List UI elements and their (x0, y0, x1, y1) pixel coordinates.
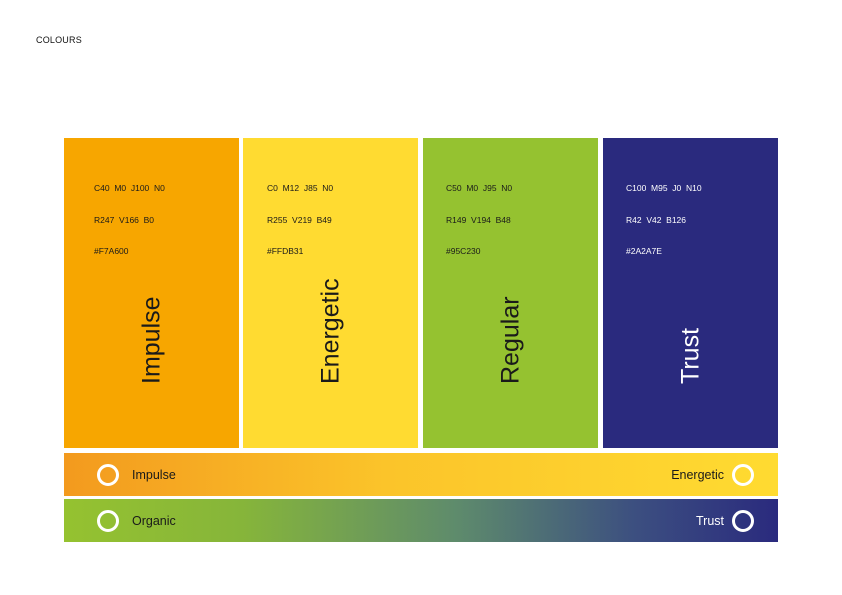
swatch-regular: C50 M0 J95 N0 R149 V194 B48 #95C230 Regu… (423, 138, 598, 448)
scale-left-label: Impulse (132, 467, 176, 482)
swatch-energetic: C0 M12 J85 N0 R255 V219 B49 #FFDB31 Ener… (243, 138, 418, 448)
color-codes: C40 M0 J100 N0 R247 V166 B0 #F7A600 (94, 162, 165, 278)
rgb-code: R247 V166 B0 (94, 214, 155, 225)
swatch-trust: C100 M95 J0 N10 R42 V42 B126 #2A2A7E Tru… (603, 138, 778, 448)
circle-icon (97, 509, 119, 532)
cmyk-code: C100 M95 J0 N10 (626, 183, 702, 193)
swatch-name: Impulse (137, 296, 165, 384)
swatch-name: Trust (676, 327, 704, 384)
cmyk-code: C0 M12 J85 N0 (267, 183, 334, 193)
swatch-impulse: C40 M0 J100 N0 R247 V166 B0 #F7A600 Impu… (64, 138, 239, 448)
scale-right-label: Trust (695, 513, 724, 528)
rgb-code: R255 V219 B49 (267, 214, 332, 225)
hex-code: #95C230 (446, 246, 481, 256)
swatch-name: Regular (496, 296, 524, 384)
gradient-bar-impulse-energetic: Impulse Energetic (64, 453, 778, 496)
cmyk-code: C40 M0 J100 N0 (94, 183, 165, 193)
circle-icon (732, 463, 754, 486)
cmyk-code: C50 M0 J95 N0 (446, 183, 513, 193)
color-codes: C0 M12 J85 N0 R255 V219 B49 #FFDB31 (267, 162, 333, 278)
color-codes: C50 M0 J95 N0 R149 V194 B48 #95C230 (446, 162, 512, 278)
circle-icon (732, 509, 754, 532)
scale-left-label: Organic (132, 513, 176, 528)
rgb-code: R149 V194 B48 (446, 214, 511, 225)
hex-code: #FFDB31 (267, 246, 304, 256)
rgb-code: R42 V42 B126 (626, 214, 687, 225)
gradient-bar-organic-trust: Organic Trust (64, 499, 778, 542)
hex-code: #2A2A7E (626, 246, 662, 256)
swatch-name: Energetic (316, 278, 344, 384)
color-codes: C100 M95 J0 N10 R42 V42 B126 #2A2A7E (626, 162, 702, 278)
scale-right-label: Energetic (671, 467, 724, 482)
circle-icon (97, 463, 119, 486)
page-title: COLOURS (36, 35, 82, 45)
hex-code: #F7A600 (94, 246, 129, 256)
